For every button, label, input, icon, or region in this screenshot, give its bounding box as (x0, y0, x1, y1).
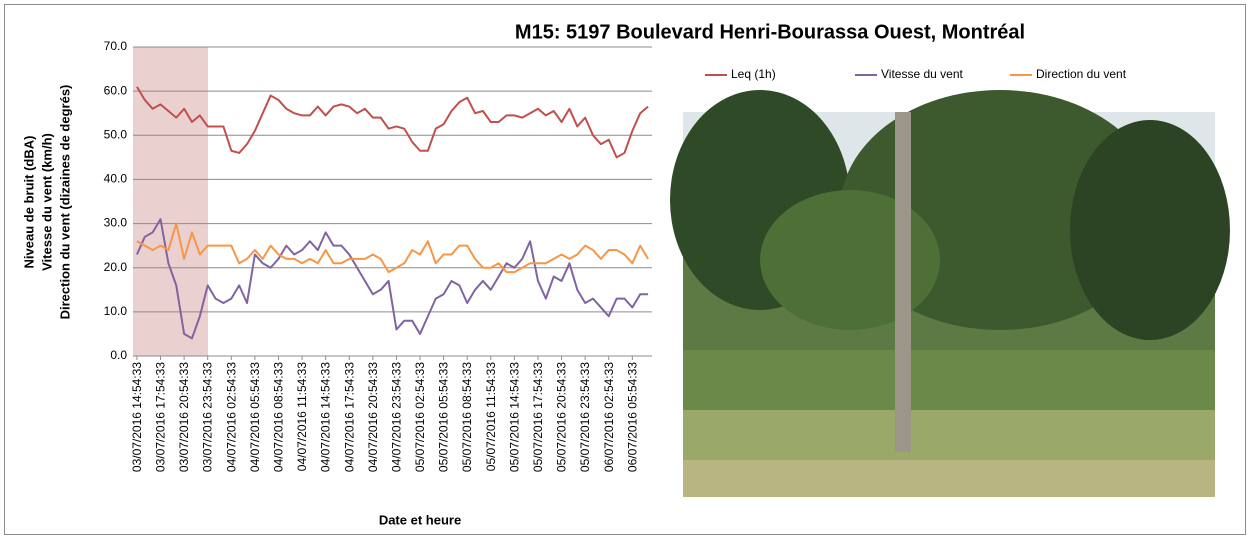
x-tick-label: 03/07/2016 23:54:33 (201, 362, 215, 472)
highlight-band (133, 47, 208, 356)
x-tick-label: 06/07/2016 05:54:33 (625, 362, 639, 472)
x-tick-label: 05/07/2016 17:54:33 (531, 362, 545, 472)
x-tick-label: 05/07/2016 23:54:33 (578, 362, 592, 472)
y-tick-label: 30.0 (104, 216, 128, 230)
y-tick-label: 70.0 (104, 39, 128, 53)
y-tick-label: 0.0 (110, 348, 127, 362)
y-tick-label: 50.0 (104, 127, 128, 141)
x-tick-label: 03/07/2016 14:54:33 (130, 362, 144, 472)
y-tick-label: 40.0 (104, 172, 128, 186)
y-axis-label: Vitesse du vent (km/h) (39, 133, 54, 271)
y-tick-label: 60.0 (104, 83, 128, 97)
x-tick-label: 04/07/2016 17:54:33 (342, 362, 356, 472)
x-tick-label: 04/07/2016 20:54:33 (366, 362, 380, 472)
x-tick-label: 04/07/2016 14:54:33 (319, 362, 333, 472)
y-tick-label: 20.0 (104, 260, 128, 274)
photo (670, 90, 1230, 497)
x-tick-label: 05/07/2016 11:54:33 (484, 362, 498, 472)
chart-title: M15: 5197 Boulevard Henri-Bourassa Ouest… (515, 21, 1025, 43)
x-tick-label: 04/07/2016 08:54:33 (271, 362, 285, 472)
legend-label: Direction du vent (1036, 67, 1127, 81)
x-tick-label: 04/07/2016 02:54:33 (224, 362, 238, 472)
x-tick-label: 05/07/2016 08:54:33 (460, 362, 474, 472)
x-tick-label: 03/07/2016 20:54:33 (177, 362, 191, 472)
y-axis-label: Niveau de bruit (dBA) (21, 136, 36, 269)
x-tick-label: 04/07/2016 11:54:33 (295, 362, 309, 472)
x-axis-label: Date et heure (379, 512, 461, 527)
y-axis-label: Direction du vent (dizaines de degrés) (57, 85, 72, 320)
x-tick-label: 04/07/2016 23:54:33 (389, 362, 403, 472)
legend-label: Leq (1h) (731, 67, 776, 81)
x-tick-label: 03/07/2016 17:54:33 (154, 362, 168, 472)
x-tick-label: 05/07/2016 14:54:33 (507, 362, 521, 472)
x-tick-label: 05/07/2016 02:54:33 (413, 362, 427, 472)
x-tick-label: 04/07/2016 05:54:33 (248, 362, 262, 472)
chart: M15: 5197 Boulevard Henri-Bourassa Ouest… (0, 0, 1251, 539)
legend-label: Vitesse du vent (881, 67, 963, 81)
y-tick-label: 10.0 (104, 304, 128, 318)
x-tick-label: 06/07/2016 02:54:33 (602, 362, 616, 472)
x-tick-label: 05/07/2016 05:54:33 (437, 362, 451, 472)
x-tick-label: 05/07/2016 20:54:33 (555, 362, 569, 472)
